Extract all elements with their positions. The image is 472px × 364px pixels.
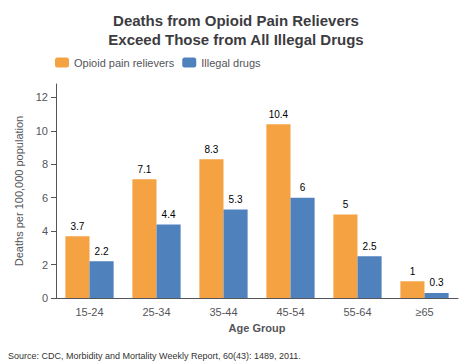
- svg-text:6: 6: [42, 192, 48, 204]
- svg-text:55-64: 55-64: [343, 306, 371, 318]
- svg-text:2.5: 2.5: [363, 241, 377, 252]
- svg-text:2.2: 2.2: [95, 246, 109, 257]
- svg-text:0: 0: [42, 292, 48, 304]
- svg-text:Opioid pain relievers: Opioid pain relievers: [74, 57, 175, 69]
- svg-text:5.3: 5.3: [229, 194, 243, 205]
- svg-text:8: 8: [42, 158, 48, 170]
- svg-text:5: 5: [343, 199, 349, 210]
- svg-text:Source: CDC, Morbidity and Mor: Source: CDC, Morbidity and Mortality Wee…: [8, 351, 301, 361]
- svg-text:Age Group: Age Group: [229, 322, 286, 334]
- svg-text:Exceed Those from All Illegal: Exceed Those from All Illegal Drugs: [108, 31, 363, 48]
- svg-text:7.1: 7.1: [137, 164, 151, 175]
- svg-text:≥65: ≥65: [415, 306, 433, 318]
- svg-text:6: 6: [300, 182, 306, 193]
- svg-text:Deaths per 100,000 population: Deaths per 100,000 population: [13, 116, 25, 266]
- svg-text:4: 4: [42, 225, 48, 237]
- svg-text:3.7: 3.7: [70, 221, 84, 232]
- svg-text:Illegal drugs: Illegal drugs: [201, 57, 261, 69]
- svg-text:Deaths from Opioid Pain Reliev: Deaths from Opioid Pain Relievers: [113, 12, 359, 29]
- svg-text:25-34: 25-34: [142, 306, 170, 318]
- svg-text:10: 10: [36, 125, 48, 137]
- svg-text:0.3: 0.3: [430, 277, 444, 288]
- svg-text:4.4: 4.4: [162, 209, 176, 220]
- svg-text:8.3: 8.3: [204, 144, 218, 155]
- svg-text:35-44: 35-44: [209, 306, 237, 318]
- svg-text:2: 2: [42, 259, 48, 271]
- svg-text:10.4: 10.4: [269, 109, 289, 120]
- svg-text:45-54: 45-54: [276, 306, 304, 318]
- svg-text:15-24: 15-24: [75, 306, 103, 318]
- svg-text:12: 12: [36, 91, 48, 103]
- svg-text:1: 1: [410, 266, 416, 277]
